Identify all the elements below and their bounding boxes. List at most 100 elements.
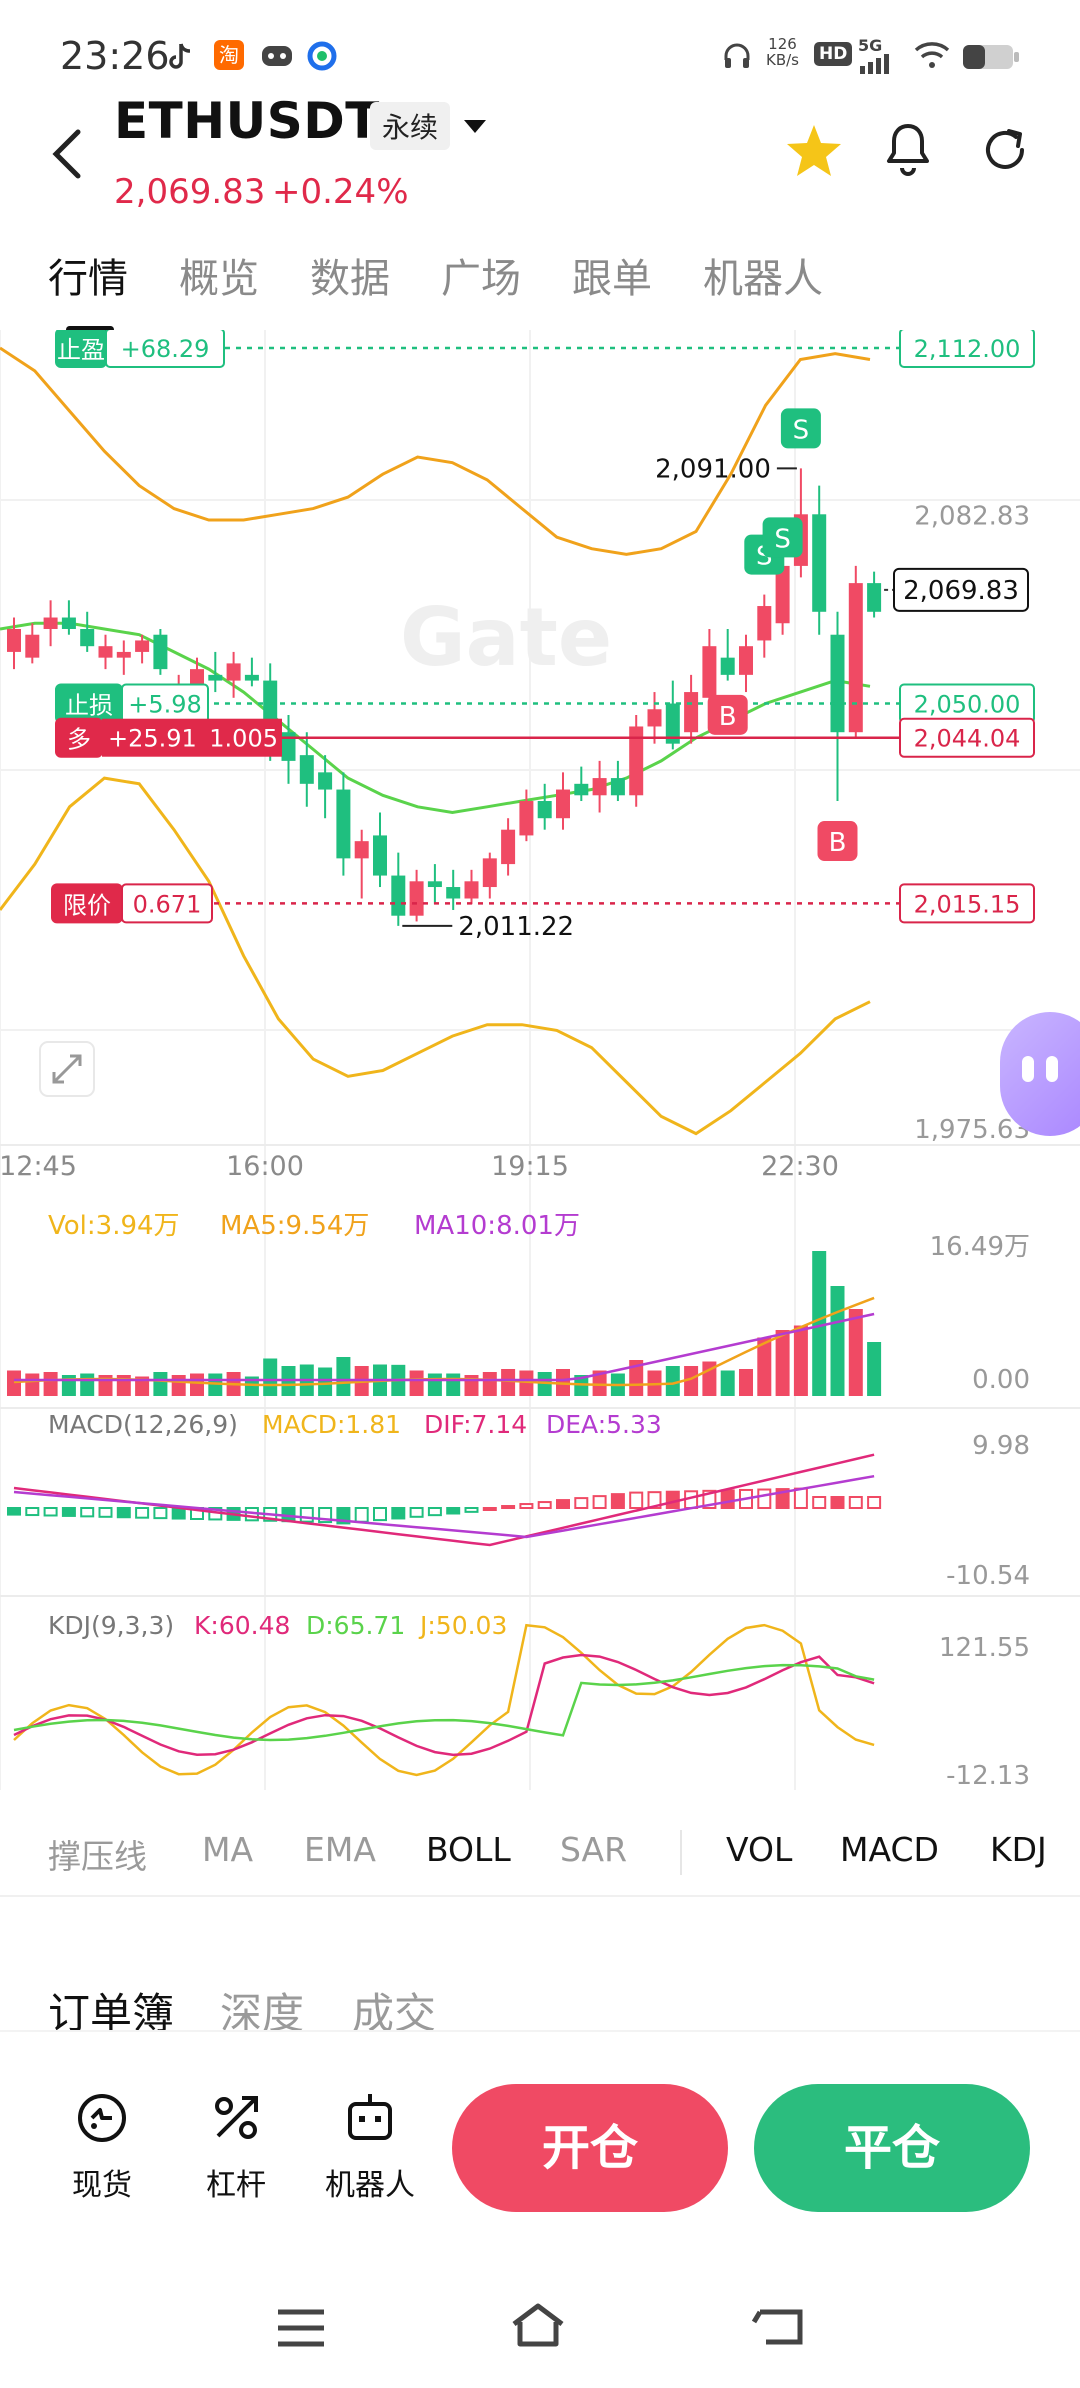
macd-bar xyxy=(25,1507,40,1517)
indicator-tabs: 撑压线 MA EMA BOLL SAR VOL MACD KDJ xyxy=(0,1800,1080,1895)
sl-tag: 止损 xyxy=(65,692,113,720)
divider xyxy=(0,1895,1080,1897)
candle-body xyxy=(281,732,296,761)
candle-body xyxy=(409,881,424,916)
tab-square[interactable]: 广场 xyxy=(441,256,521,302)
volume-axis-label: 16.49万 xyxy=(930,1232,1030,1262)
volume-legend-ma5: MA5:9.54万 xyxy=(220,1211,369,1241)
leverage-button[interactable]: 杠杆 xyxy=(186,2090,286,2204)
robot-button[interactable]: 机器人 xyxy=(320,2090,420,2204)
tab-market[interactable]: 行情 xyxy=(48,256,128,302)
candle-body xyxy=(354,841,369,859)
limit-qty-bg xyxy=(121,883,213,924)
kdj-panel: KDJ(9,3,3) K:60.48 D:65.71 J:50.03 121.55 -12… xyxy=(13,1611,1030,1790)
candle-body xyxy=(848,583,863,733)
macd-bar xyxy=(867,1496,882,1509)
back-icon[interactable] xyxy=(48,126,88,191)
volume-bar xyxy=(482,1372,497,1396)
star-icon[interactable] xyxy=(784,122,844,178)
browser-icon xyxy=(307,41,337,71)
share-icon[interactable] xyxy=(978,122,1034,178)
macd-bar xyxy=(812,1496,827,1509)
time-axis-label: 22:30 xyxy=(761,1151,839,1182)
tab-order-book[interactable]: 订单簿 xyxy=(48,1989,175,2038)
macd-bar xyxy=(427,1507,442,1517)
macd-legend-name: MACD(12,26,9) xyxy=(48,1410,238,1439)
volume-bar xyxy=(501,1369,516,1396)
bell-icon[interactable] xyxy=(880,120,936,180)
tab-trades[interactable]: 成交 xyxy=(352,1989,437,2038)
spot-button[interactable]: 现货 xyxy=(52,2090,152,2204)
macd-panel: MACD(12,26,9) MACD:1.81 DIF:7.14 DEA:5.33 9.… xyxy=(0,1410,1080,1597)
robot-icon xyxy=(348,2094,392,2140)
limit-qty: 0.671 xyxy=(133,890,202,918)
tp-pnl-bg xyxy=(105,330,225,368)
chart-grid xyxy=(0,330,1080,1790)
wifi-icon xyxy=(914,42,950,68)
indicator-ema[interactable]: EMA xyxy=(304,1830,376,1869)
assistant-bubble[interactable] xyxy=(1000,1012,1080,1136)
volume-panel: Vol:3.94万 MA5:9.54万 MA10:8.01万 16.49万 0.00 xyxy=(0,1211,1080,1409)
indicator-vol[interactable]: VOL xyxy=(726,1830,793,1869)
tab-copy-trade[interactable]: 跟单 xyxy=(572,256,652,302)
indicator-ma[interactable]: MA xyxy=(202,1830,254,1869)
tp-pnl: +68.29 xyxy=(121,335,210,363)
indicator-support[interactable]: 撑压线 xyxy=(48,1837,147,1876)
symbol-title[interactable]: ETHUSDT xyxy=(114,92,380,150)
home-icon[interactable] xyxy=(508,2300,568,2350)
indicator-kdj[interactable]: KDJ xyxy=(990,1830,1047,1869)
sell-marker: S xyxy=(774,524,791,554)
tab-depth[interactable]: 深度 xyxy=(220,1989,305,2038)
tab-data[interactable]: 数据 xyxy=(310,256,390,302)
close-position-button[interactable]: 平仓 xyxy=(754,2084,1030,2212)
system-nav-bar xyxy=(0,2270,1080,2388)
macd-legend-dea: DEA:5.33 xyxy=(546,1410,662,1439)
tab-overview[interactable]: 概览 xyxy=(179,256,259,302)
low-price-label: 2,011.22 xyxy=(458,912,574,942)
candle-body xyxy=(116,651,131,658)
leverage-icon xyxy=(215,2096,258,2139)
candle-body xyxy=(501,829,516,865)
candle-body xyxy=(556,789,570,819)
candle-body xyxy=(299,755,314,784)
headphones-icon xyxy=(724,43,750,68)
indicator-sar[interactable]: SAR xyxy=(560,1830,628,1869)
buy-marker: B xyxy=(829,828,847,858)
macd-legend-dif: DIF:7.14 xyxy=(424,1410,527,1439)
game-icon xyxy=(262,46,292,66)
indicator-boll[interactable]: BOLL xyxy=(426,1830,511,1869)
kdj-legend-name: KDJ(9,3,3) xyxy=(48,1611,174,1640)
contract-type-badge[interactable]: 永续 xyxy=(370,102,451,150)
indicator-macd[interactable]: MACD xyxy=(840,1830,939,1869)
boll-upper-line xyxy=(0,346,871,556)
volume-bar xyxy=(537,1372,552,1396)
back-nav-icon[interactable] xyxy=(752,2304,806,2348)
volume-bar xyxy=(775,1330,790,1396)
candle-body xyxy=(830,634,845,733)
buy-marker: B xyxy=(719,702,737,732)
hd-badge-icon: HD xyxy=(814,42,853,66)
candle-body xyxy=(757,606,772,641)
candle-body xyxy=(427,881,442,888)
macd-bar xyxy=(519,1503,534,1510)
candle-body xyxy=(665,703,680,744)
chevron-down-icon[interactable] xyxy=(462,118,488,136)
tab-robot[interactable]: 机器人 xyxy=(703,256,823,302)
limit-price-label: 2,015.15 xyxy=(914,890,1021,918)
time-axis-label: 19:15 xyxy=(491,1151,569,1182)
kline-chart[interactable]: Gate 止盈 +68.29 2,112.00 止损 +5.98 2,050.00 多 +25… xyxy=(0,330,1080,1790)
candle-body xyxy=(739,646,753,675)
kdj-legend-j: J:50.03 xyxy=(418,1611,507,1640)
tp-tag: 止盈 xyxy=(57,336,105,364)
boll-lower-line xyxy=(0,776,871,1136)
main-tabs: 行情 概览 数据 广场 跟单 机器人 xyxy=(48,246,1048,333)
open-position-button[interactable]: 开仓 xyxy=(452,2084,728,2212)
position-pnl: +25.91 xyxy=(108,725,197,753)
position-price-label: 2,044.04 xyxy=(914,725,1021,753)
volume-bar xyxy=(684,1366,699,1396)
candle-body xyxy=(647,709,662,727)
menu-icon[interactable] xyxy=(276,2308,326,2348)
net-speed: 126 KB/s xyxy=(766,35,799,69)
macd-bar xyxy=(354,1507,369,1523)
candle-body xyxy=(537,801,552,819)
